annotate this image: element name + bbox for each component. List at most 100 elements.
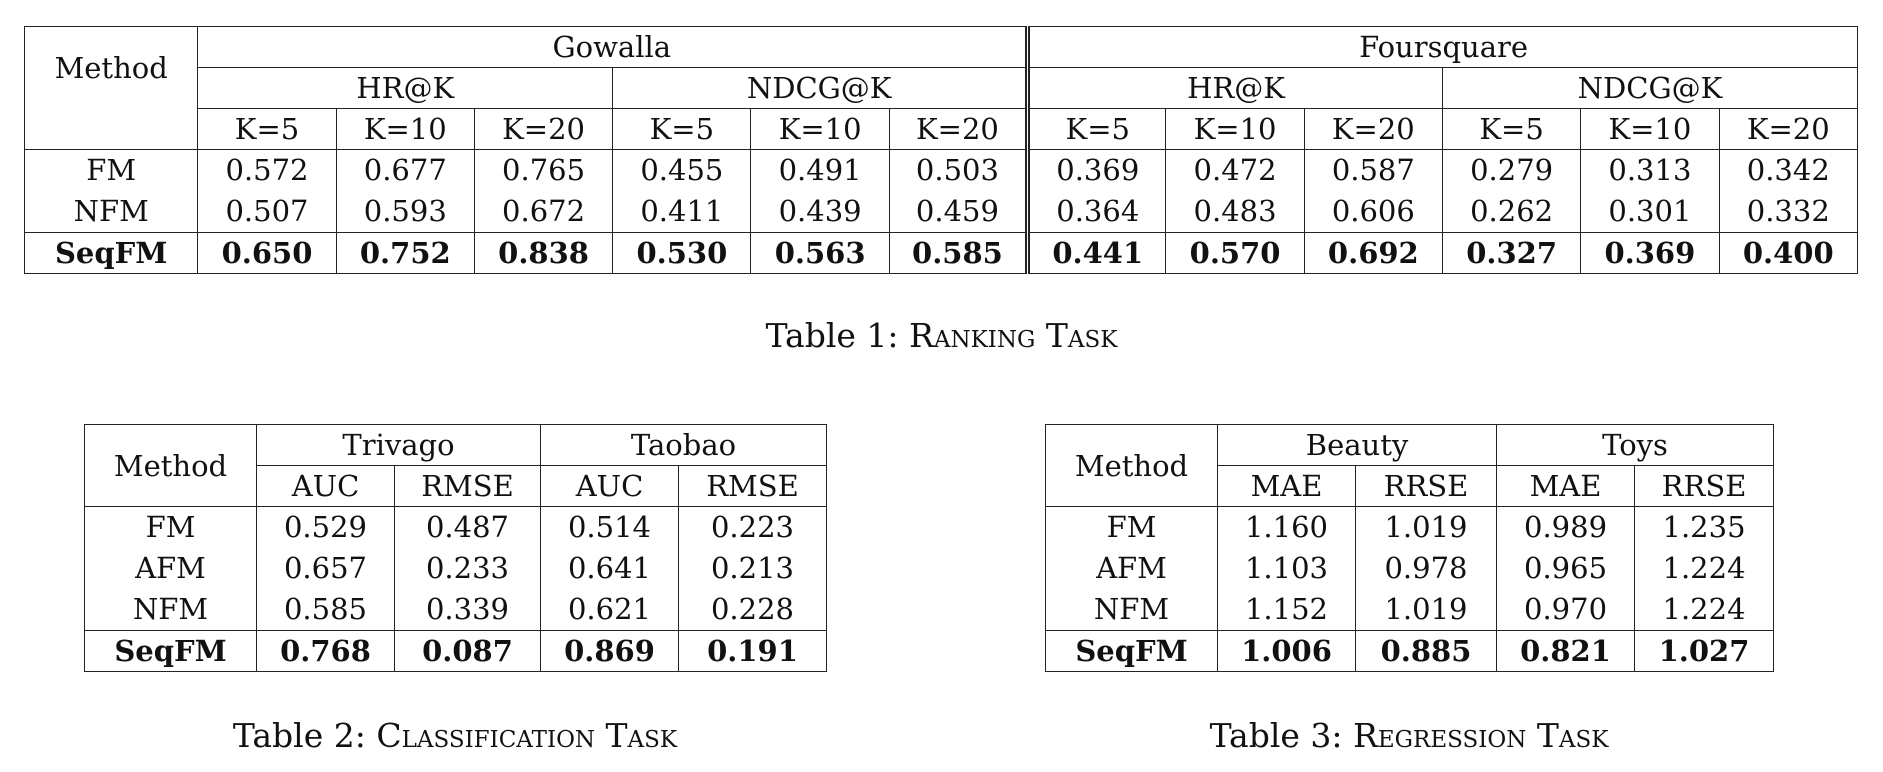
- table-row-best: SeqFM 1.006 0.885 0.821 1.027: [1045, 630, 1775, 672]
- value-cell: 0.472: [1165, 149, 1305, 191]
- k-header: K=5: [197, 108, 337, 150]
- value-cell: 0.587: [1303, 149, 1443, 191]
- value-cell: 0.570: [1165, 232, 1305, 274]
- method-header: Method: [84, 424, 257, 507]
- value-cell: 0.657: [256, 548, 395, 589]
- metric-header: AUC: [540, 465, 679, 507]
- value-cell: 0.441: [1027, 232, 1167, 274]
- table-row: NFM 0.507 0.593 0.672 0.411 0.439 0.459 …: [23, 191, 1859, 233]
- k-header: K=10: [1580, 108, 1720, 150]
- value-cell: 1.224: [1634, 589, 1775, 631]
- value-cell: 0.439: [750, 191, 890, 233]
- table-row: FM 0.529 0.487 0.514 0.223: [84, 506, 827, 548]
- method-cell: FM: [23, 149, 199, 191]
- metric-header: RRSE: [1634, 465, 1775, 507]
- value-cell: 0.529: [256, 506, 395, 548]
- k-header: K=10: [1165, 108, 1305, 150]
- value-cell: 0.672: [473, 191, 614, 233]
- value-cell: 0.821: [1496, 630, 1636, 672]
- method-cell: FM: [1045, 506, 1218, 548]
- value-cell: 0.223: [678, 506, 827, 548]
- method-header-spacer: [23, 108, 199, 150]
- table-row: AFM 0.657 0.233 0.641 0.213: [84, 548, 827, 589]
- k-header: K=10: [335, 108, 475, 150]
- table-row: FM 0.572 0.677 0.765 0.455 0.491 0.503 0…: [23, 149, 1859, 191]
- value-cell: 0.514: [540, 506, 679, 548]
- value-cell: 0.262: [1441, 191, 1582, 233]
- value-cell: 1.224: [1634, 548, 1775, 589]
- value-cell: 0.965: [1496, 548, 1636, 589]
- k-header: K=20: [1303, 108, 1443, 150]
- value-cell: 0.228: [678, 589, 827, 631]
- value-cell: 0.768: [256, 630, 395, 672]
- value-cell: 0.087: [394, 630, 541, 672]
- metric-header: RRSE: [1354, 465, 1498, 507]
- method-cell: NFM: [23, 191, 199, 233]
- method-cell: NFM: [1045, 589, 1218, 631]
- value-cell: 0.621: [540, 589, 679, 631]
- dataset-header-beauty: Beauty: [1216, 424, 1498, 466]
- value-cell: 0.313: [1580, 149, 1720, 191]
- value-cell: 0.765: [473, 149, 614, 191]
- dataset-header-trivago: Trivago: [256, 424, 541, 466]
- metric-header: NDCG@K: [1441, 67, 1859, 109]
- value-cell: 0.369: [1027, 149, 1167, 191]
- value-cell: 1.160: [1217, 506, 1356, 548]
- table-row: FM 1.160 1.019 0.989 1.235: [1045, 506, 1775, 548]
- table1-caption: Table 1: Ranking Task: [0, 316, 1883, 355]
- value-cell: 0.411: [612, 191, 752, 233]
- table-row: NFM 1.152 1.019 0.970 1.224: [1045, 589, 1775, 631]
- metric-header: HR@K: [1027, 67, 1443, 109]
- value-cell: 0.970: [1496, 589, 1636, 631]
- table-row: NFM 0.585 0.339 0.621 0.228: [84, 589, 827, 631]
- value-cell: 0.650: [197, 232, 337, 274]
- method-cell: AFM: [1045, 548, 1218, 589]
- ranking-table: Method Gowalla Foursquare HR@K NDCG@K HR…: [23, 26, 1859, 274]
- value-cell: 0.585: [256, 589, 395, 631]
- k-header: K=10: [750, 108, 890, 150]
- value-cell: 0.838: [473, 232, 614, 274]
- value-cell: 1.019: [1354, 506, 1498, 548]
- value-cell: 1.235: [1634, 506, 1775, 548]
- value-cell: 0.530: [612, 232, 752, 274]
- classification-table: Method Trivago Taobao AUC RMSE AUC RMSE …: [84, 424, 827, 672]
- value-cell: 0.572: [197, 149, 337, 191]
- table3-caption: Table 3: Regression Task: [1045, 716, 1773, 755]
- value-cell: 0.885: [1354, 630, 1498, 672]
- value-cell: 0.585: [888, 232, 1031, 274]
- value-cell: 0.606: [1303, 191, 1443, 233]
- metric-header: AUC: [256, 465, 395, 507]
- dataset-header-foursquare: Foursquare: [1027, 26, 1858, 68]
- method-cell: SeqFM: [23, 232, 199, 274]
- k-header: K=20: [473, 108, 614, 150]
- value-cell: 0.491: [750, 149, 890, 191]
- value-cell: 0.677: [335, 149, 475, 191]
- value-cell: 0.279: [1441, 149, 1582, 191]
- value-cell: 0.364: [1027, 191, 1167, 233]
- metric-header: RMSE: [394, 465, 541, 507]
- value-cell: 0.301: [1580, 191, 1720, 233]
- value-cell: 0.692: [1303, 232, 1443, 274]
- k-header: K=5: [612, 108, 752, 150]
- value-cell: 0.593: [335, 191, 475, 233]
- value-cell: 0.507: [197, 191, 337, 233]
- value-cell: 0.503: [888, 149, 1031, 191]
- method-header: Method: [1045, 424, 1218, 507]
- value-cell: 0.752: [335, 232, 475, 274]
- value-cell: 0.869: [540, 630, 679, 672]
- value-cell: 0.978: [1354, 548, 1498, 589]
- caption-label: Table 1:: [765, 316, 899, 355]
- dataset-header-gowalla: Gowalla: [197, 26, 1031, 68]
- value-cell: 0.989: [1496, 506, 1636, 548]
- value-cell: 0.327: [1441, 232, 1582, 274]
- table2-caption: Table 2: Classification Task: [84, 716, 826, 755]
- value-cell: 1.152: [1217, 589, 1356, 631]
- method-cell: AFM: [84, 548, 257, 589]
- k-header: K=20: [1718, 108, 1859, 150]
- value-cell: 1.019: [1354, 589, 1498, 631]
- value-cell: 0.342: [1718, 149, 1859, 191]
- k-header: K=20: [888, 108, 1031, 150]
- value-cell: 1.006: [1217, 630, 1356, 672]
- value-cell: 1.027: [1634, 630, 1775, 672]
- method-header: Method: [23, 26, 199, 109]
